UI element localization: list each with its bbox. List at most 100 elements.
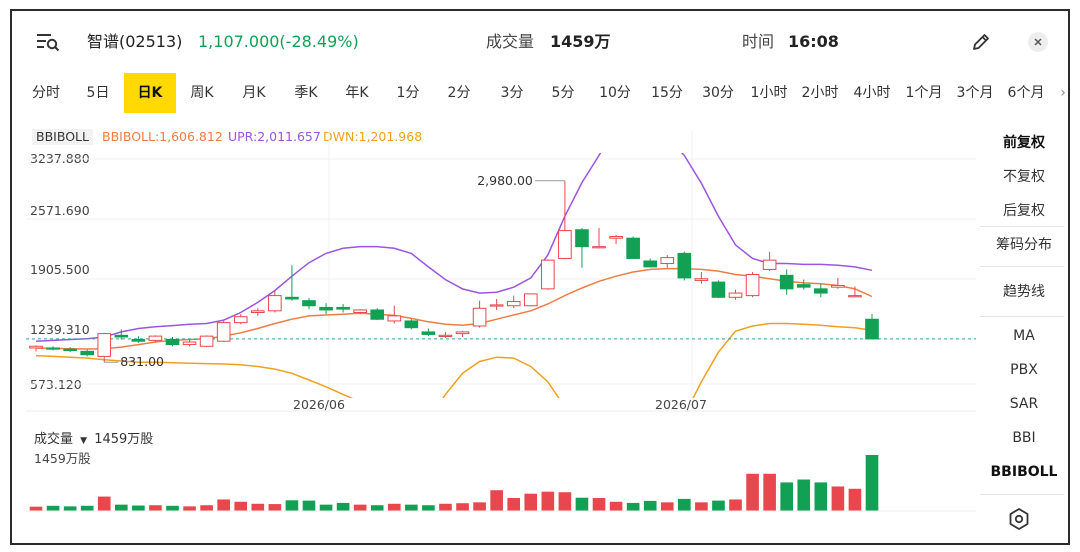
candle-body bbox=[336, 306, 350, 310]
tab-7[interactable]: 1分 bbox=[396, 85, 420, 101]
candle-body bbox=[728, 292, 743, 298]
volume-bar bbox=[524, 493, 538, 511]
price-axis-label: 1905.500 bbox=[30, 262, 90, 277]
tab-2[interactable]: 日K bbox=[124, 73, 176, 113]
time-value: 16:08 bbox=[788, 32, 839, 51]
tab-4[interactable]: 月K bbox=[242, 85, 266, 101]
volume-bar bbox=[865, 455, 879, 511]
volume-title: 成交量 bbox=[34, 432, 74, 447]
candle-body bbox=[694, 278, 709, 281]
candle-body bbox=[268, 295, 282, 312]
candle-body bbox=[558, 230, 572, 259]
candle-body bbox=[779, 274, 794, 290]
adjust-none[interactable]: 不复权 bbox=[1003, 169, 1045, 185]
hexagon-settings-icon[interactable] bbox=[1008, 507, 1030, 531]
tab-10[interactable]: 5分 bbox=[551, 85, 575, 101]
volume-bar bbox=[490, 490, 503, 511]
tab-16[interactable]: 4小时 bbox=[853, 85, 891, 101]
candle-body bbox=[80, 350, 94, 356]
indicator-sar[interactable]: SAR bbox=[1009, 396, 1039, 412]
date-axis-label: 2026/07 bbox=[655, 397, 707, 412]
triangle-down-icon: ▼ bbox=[80, 436, 88, 446]
indicator-pbx[interactable]: PBX bbox=[1010, 362, 1038, 378]
candle-body bbox=[643, 260, 658, 268]
candle-body bbox=[865, 318, 879, 340]
tab-14[interactable]: 1小时 bbox=[750, 85, 788, 101]
candle-body bbox=[762, 259, 777, 270]
side-divider bbox=[980, 226, 1064, 227]
volume-bar bbox=[200, 505, 213, 511]
candle-body bbox=[438, 334, 453, 337]
dwn-line bbox=[35, 322, 873, 398]
candle-body bbox=[29, 345, 43, 349]
volume-bar bbox=[336, 502, 350, 511]
candle-body bbox=[148, 335, 163, 341]
tab-19[interactable]: 6个月 bbox=[1007, 85, 1045, 101]
volume-bar bbox=[609, 501, 623, 511]
volume-bar bbox=[217, 499, 230, 511]
candle-body bbox=[199, 335, 214, 347]
chart-search-icon[interactable] bbox=[36, 32, 60, 52]
adjust-backward[interactable]: 后复权 bbox=[1003, 203, 1045, 219]
candle-body bbox=[592, 246, 606, 249]
indicator-ma[interactable]: MA bbox=[1013, 328, 1035, 344]
tab-1[interactable]: 5日 bbox=[86, 85, 110, 101]
volume-bar bbox=[80, 505, 94, 511]
volume-bar bbox=[183, 506, 196, 511]
candle-body bbox=[626, 237, 640, 259]
volume-bar bbox=[234, 501, 248, 511]
more-tabs-icon[interactable]: › bbox=[1060, 85, 1066, 101]
volume-bar bbox=[473, 502, 486, 511]
candle-body bbox=[506, 301, 521, 307]
dwn-value: DWN:1,201.968 bbox=[323, 129, 423, 144]
close-button[interactable] bbox=[1028, 32, 1048, 52]
volume-bar bbox=[149, 505, 162, 511]
volume-bar bbox=[166, 505, 179, 511]
indicator-bbi[interactable]: BBI bbox=[1012, 430, 1036, 446]
candle-body bbox=[660, 257, 675, 265]
volume-label: 成交量 bbox=[486, 32, 535, 51]
volume-bar bbox=[575, 497, 589, 511]
volume-bar bbox=[302, 500, 316, 511]
tab-18[interactable]: 3个月 bbox=[956, 85, 994, 101]
tab-6[interactable]: 年K bbox=[345, 85, 369, 101]
tab-17[interactable]: 1个月 bbox=[905, 85, 943, 101]
trendline-button[interactable]: 趋势线 bbox=[1003, 284, 1045, 300]
app-window: 智谱(02513) 1,107.000(-28.49%) 成交量 1459万 时… bbox=[10, 9, 1070, 545]
volume-bar bbox=[456, 503, 469, 511]
candle-body bbox=[609, 236, 623, 239]
volume-bar bbox=[46, 505, 60, 511]
candle-body bbox=[848, 295, 862, 298]
volume-bar bbox=[695, 502, 708, 511]
volume-bar bbox=[729, 499, 742, 511]
indicator-bbiboll[interactable]: BBIBOLL bbox=[990, 464, 1058, 480]
tab-5[interactable]: 季K bbox=[294, 85, 318, 101]
candle-body bbox=[302, 300, 316, 307]
pencil-icon[interactable] bbox=[970, 31, 992, 53]
time-label: 时间 bbox=[742, 32, 775, 51]
period-tabs: 分时 5日 日K 周K 月K 季K 年K 1分 2分 3分 5分 10分 15分 30分 1小时 2小时 4小时… bbox=[12, 73, 1068, 113]
price-axis-label: 1239.310 bbox=[30, 322, 90, 337]
chip-distribution-button[interactable]: 筹码分布 bbox=[996, 237, 1052, 253]
tab-12[interactable]: 15分 bbox=[651, 85, 683, 101]
volume-bar bbox=[370, 505, 384, 511]
candle-body bbox=[285, 296, 299, 300]
candle-body bbox=[131, 339, 146, 342]
volume-legend[interactable]: 成交量 ▼ 1459万股 bbox=[34, 428, 153, 447]
tab-15[interactable]: 2小时 bbox=[801, 85, 839, 101]
bbiboll-value: BBIBOLL:1,606.812 bbox=[102, 129, 223, 144]
candle-body bbox=[814, 288, 828, 294]
tab-3[interactable]: 周K bbox=[190, 85, 214, 101]
tab-11[interactable]: 10分 bbox=[599, 85, 631, 101]
tab-9[interactable]: 3分 bbox=[500, 85, 524, 101]
adjust-forward[interactable]: 前复权 bbox=[1003, 135, 1045, 151]
tab-0[interactable]: 分时 bbox=[32, 85, 60, 101]
stock-name: 智谱(02513) bbox=[87, 32, 183, 51]
volume-bar bbox=[643, 500, 657, 511]
tab-13[interactable]: 30分 bbox=[702, 85, 734, 101]
candle-body bbox=[46, 347, 60, 350]
tab-8[interactable]: 2分 bbox=[447, 85, 471, 101]
indicator-name[interactable]: BBIBOLL bbox=[32, 129, 93, 145]
kline-chart[interactable]: 2,980.00 831.00 bbox=[12, 121, 978, 541]
candle-body bbox=[796, 284, 811, 288]
